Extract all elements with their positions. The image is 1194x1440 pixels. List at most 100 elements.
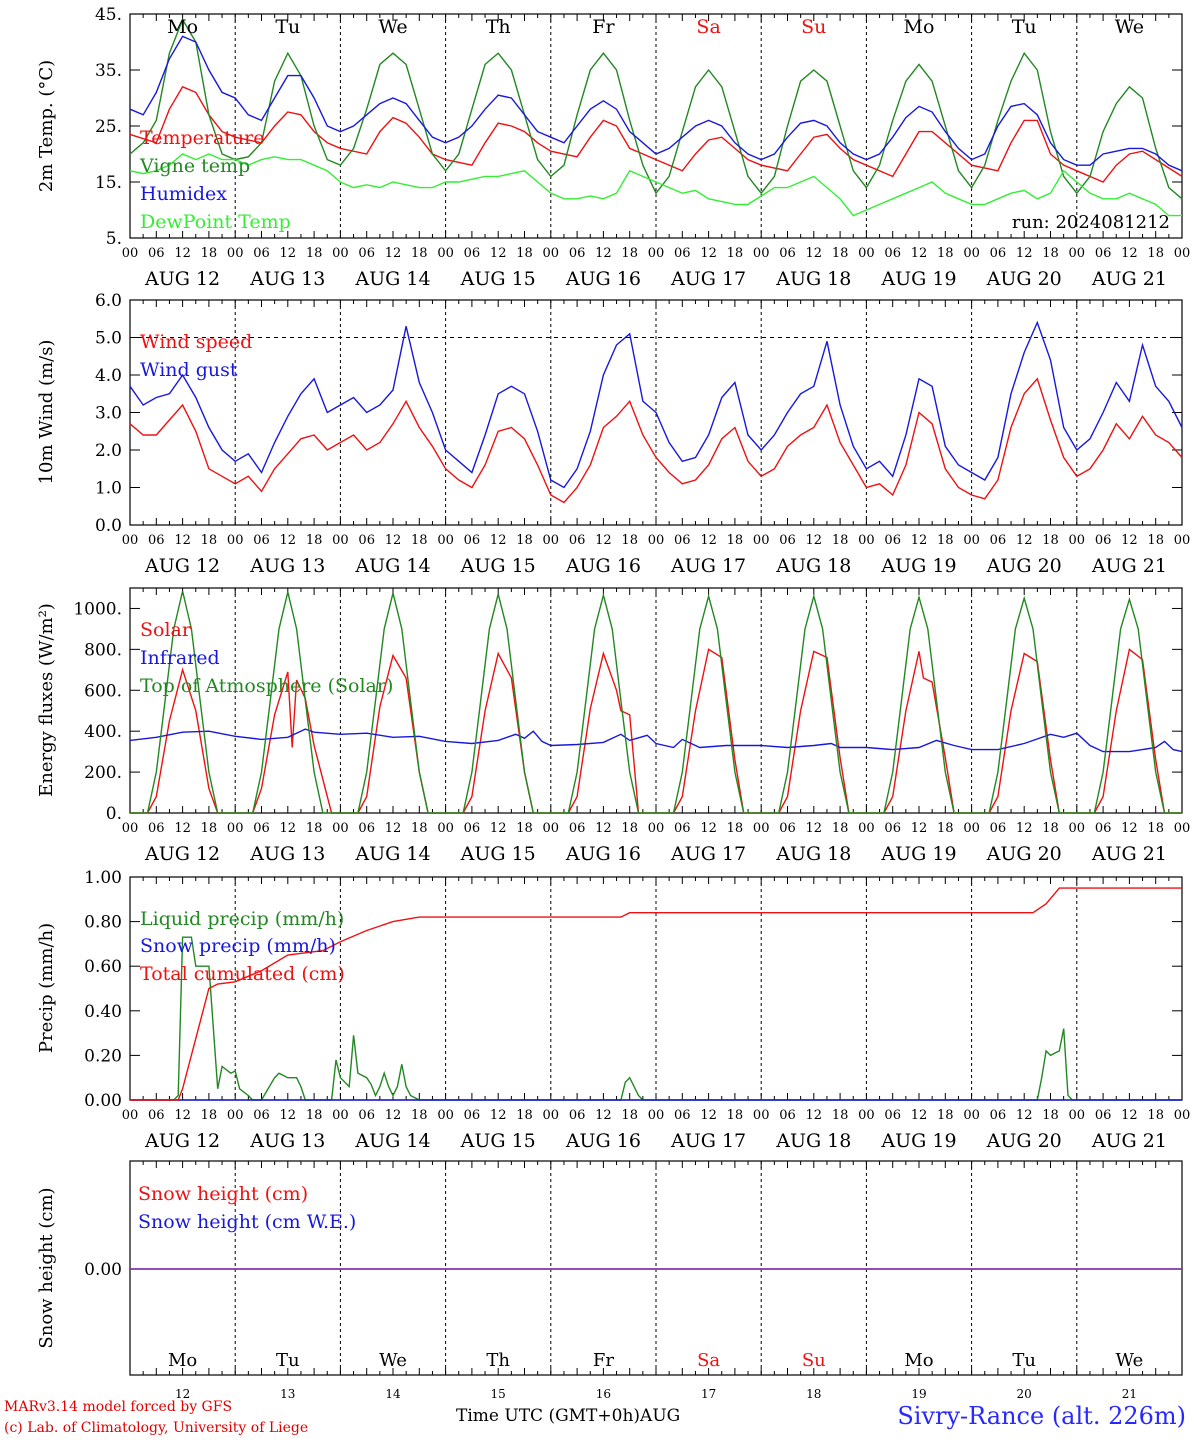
date-label: AUG 17 [670, 843, 746, 865]
hour-tick-label: 06 [358, 246, 375, 261]
panel-5 [129, 1160, 1183, 1376]
hour-tick-label: 06 [253, 533, 270, 548]
hour-tick-label: 12 [806, 1108, 823, 1123]
legend-label: Humidex [140, 183, 227, 205]
hour-tick-label: 06 [253, 1108, 270, 1123]
date-label: AUG 12 [144, 555, 220, 577]
y-axis-label: Snow height (cm) [36, 1187, 57, 1348]
hour-tick-label: 06 [779, 821, 796, 836]
hour-tick-label: 06 [358, 533, 375, 548]
hour-tick-label: 18 [306, 533, 323, 548]
hour-tick-label: 18 [832, 821, 849, 836]
hour-tick-label: 00 [963, 246, 980, 261]
y-tick-label: 4.0 [95, 366, 122, 386]
weekday-label: Th [486, 16, 511, 38]
hour-tick-label: 12 [806, 821, 823, 836]
hour-tick-label: 06 [990, 821, 1007, 836]
hour-tick-label: 06 [464, 533, 481, 548]
date-label: AUG 16 [565, 843, 641, 865]
hour-tick-label: 00 [122, 246, 139, 261]
hour-tick-label: 12 [174, 246, 191, 261]
hour-tick-label: 06 [148, 821, 165, 836]
hour-tick-label: 06 [464, 246, 481, 261]
legend-label: Vigne temp [139, 155, 250, 177]
series-line-humidex [129, 35, 1183, 172]
series-line-infrared [129, 728, 1183, 753]
series-line-dewpoint-temp [129, 153, 1182, 217]
weekday-label: Mo [904, 16, 935, 38]
date-label: AUG 12 [144, 843, 220, 865]
legend-label: Solar [140, 619, 192, 641]
weekday-label: We [379, 1350, 407, 1371]
hour-tick-label: 18 [727, 1108, 744, 1123]
hour-tick-label: 12 [280, 1108, 297, 1123]
hour-tick-label: 00 [122, 821, 139, 836]
hour-tick-label: 00 [858, 533, 875, 548]
date-label: AUG 18 [775, 1130, 851, 1152]
hour-tick-label: 18 [201, 246, 218, 261]
hour-tick-label: 12 [385, 821, 402, 836]
hour-tick-label: 06 [779, 1108, 796, 1123]
hour-tick-label: 00 [1069, 246, 1086, 261]
date-label: AUG 19 [880, 843, 956, 865]
date-label: AUG 20 [986, 1130, 1062, 1152]
hour-tick-label: 12 [1016, 1108, 1033, 1123]
y-axis-label: 10m Wind (m/s) [36, 340, 57, 485]
hour-tick-label: 18 [621, 1108, 638, 1123]
lab-credit: (c) Lab. of Climatology, University of L… [4, 1420, 309, 1436]
hour-tick-label: 00 [1174, 821, 1191, 836]
legend-label: Temperature [140, 127, 264, 149]
hour-tick-label: 06 [253, 246, 270, 261]
y-tick-label: 0. [106, 804, 122, 824]
hour-tick-label: 12 [490, 533, 507, 548]
hour-tick-label: 18 [201, 821, 218, 836]
hour-tick-label: 12 [385, 533, 402, 548]
hour-tick-label: 00 [1174, 1108, 1191, 1123]
hour-tick-label: 18 [1147, 246, 1164, 261]
model-credit: MARv3.14 model forced by GFS [4, 1399, 233, 1415]
hour-tick-label: 06 [148, 533, 165, 548]
legend-label: Snow height (cm) [138, 1183, 308, 1205]
hour-tick-label: 06 [884, 246, 901, 261]
hour-tick-label: 12 [280, 246, 297, 261]
day-number-label: 13 [280, 1387, 295, 1401]
hour-tick-label: 18 [1147, 1108, 1164, 1123]
hour-tick-label: 12 [806, 246, 823, 261]
hour-tick-label: 18 [411, 1108, 428, 1123]
hour-tick-label: 12 [1016, 246, 1033, 261]
y-tick-label: 200. [84, 763, 122, 783]
panel-1 [129, 13, 1183, 239]
date-label: AUG 21 [1091, 843, 1167, 865]
date-label: AUG 14 [354, 843, 430, 865]
hour-tick-label: 06 [674, 1108, 691, 1123]
legend-label: Total cumulated (cm) [140, 963, 345, 985]
weekday-label: We [1116, 1350, 1144, 1371]
day-number-label: 12 [175, 1387, 190, 1401]
weekday-label: We [1115, 16, 1144, 38]
panel-3 [129, 587, 1183, 814]
y-tick-label: 15. [95, 173, 122, 193]
date-label: AUG 15 [460, 843, 536, 865]
series-line-wind-speed [129, 377, 1183, 504]
hour-tick-label: 18 [621, 533, 638, 548]
panel-4 [129, 876, 1183, 1101]
y-tick-label: 0.00 [84, 1091, 122, 1111]
hour-tick-label: 06 [884, 1108, 901, 1123]
hour-tick-label: 18 [306, 1108, 323, 1123]
hour-tick-label: 12 [700, 246, 717, 261]
hour-tick-label: 06 [990, 246, 1007, 261]
legend-label: Infrared [140, 647, 220, 669]
y-tick-label: 6.0 [95, 291, 122, 311]
hour-tick-label: 00 [332, 821, 349, 836]
date-label: AUG 17 [670, 1130, 746, 1152]
legend-label: Liquid precip (mm/h) [140, 908, 344, 930]
hour-tick-label: 12 [700, 533, 717, 548]
weekday-label: Tu [276, 1350, 300, 1371]
hour-tick-label: 12 [806, 533, 823, 548]
hour-tick-label: 12 [595, 1108, 612, 1123]
weekday-label: Tu [1012, 16, 1037, 38]
hour-tick-label: 18 [937, 1108, 954, 1123]
date-label: AUG 19 [880, 555, 956, 577]
hour-tick-label: 12 [595, 533, 612, 548]
hour-tick-label: 00 [648, 533, 665, 548]
